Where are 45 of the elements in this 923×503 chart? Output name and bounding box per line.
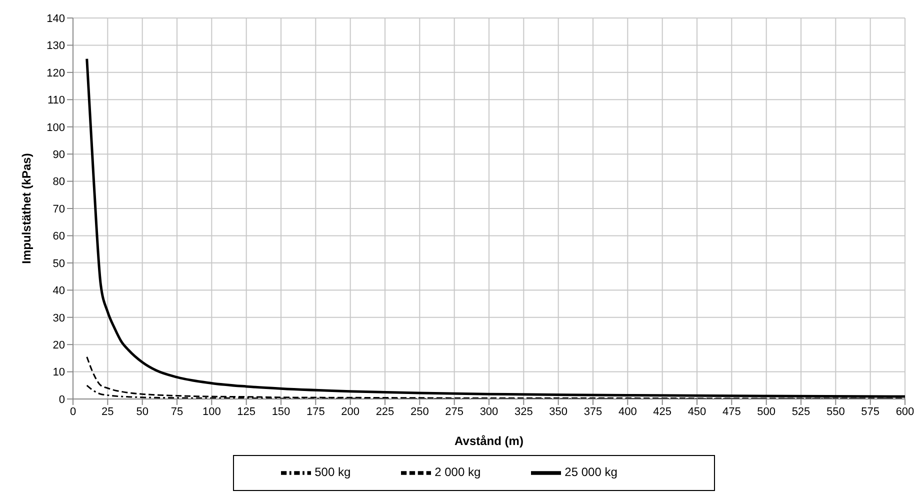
- x-tick-label: 275: [445, 406, 464, 418]
- x-tick-label: 375: [584, 406, 602, 418]
- legend-label: 500 kg: [314, 465, 351, 480]
- x-tick-label: 350: [549, 406, 568, 418]
- x-tick-label: 250: [410, 406, 429, 418]
- x-tick-label: 450: [688, 406, 706, 418]
- y-tick-label: 0: [58, 394, 65, 406]
- x-tick-label: 225: [376, 406, 394, 418]
- y-tick-label: 50: [52, 258, 65, 270]
- x-tick-label: 600: [896, 406, 914, 418]
- x-tick-label: 500: [757, 406, 776, 418]
- x-tick-label: 400: [618, 406, 637, 418]
- x-tick-label: 475: [722, 406, 741, 418]
- x-tick-label: 200: [341, 406, 360, 418]
- y-tick-label: 20: [52, 339, 65, 352]
- legend-label: 2 000 kg: [434, 465, 481, 480]
- x-tick-label: 0: [70, 406, 76, 418]
- y-tick-label: 100: [46, 122, 65, 134]
- x-tick-label: 425: [653, 406, 672, 418]
- x-tick-label: 175: [306, 406, 325, 418]
- y-tick-label: 80: [52, 176, 65, 188]
- legend-label: 25 000 kg: [564, 465, 618, 480]
- y-tick-label: 70: [52, 203, 65, 216]
- x-tick-label: 575: [861, 406, 880, 418]
- x-tick-label: 25: [102, 406, 114, 418]
- y-tick-label: 140: [46, 12, 65, 25]
- x-tick-label: 50: [136, 406, 148, 418]
- y-tick-label: 130: [46, 40, 65, 52]
- y-tick-label: 30: [52, 312, 65, 324]
- x-tick-label: 150: [272, 406, 290, 418]
- y-tick-label: 10: [52, 366, 65, 379]
- x-tick-label: 100: [202, 406, 221, 418]
- y-tick-label: 120: [46, 67, 65, 80]
- y-tick-label: 110: [47, 94, 65, 107]
- y-tick-label: 40: [52, 285, 65, 298]
- y-tick-label: 60: [52, 230, 65, 243]
- x-tick-label: 550: [826, 406, 845, 418]
- x-tick-label: 325: [514, 406, 533, 418]
- x-tick-label: 300: [480, 406, 498, 418]
- x-tick-label: 525: [792, 406, 810, 418]
- y-axis-title: Impulstäthet (kPas): [19, 153, 34, 264]
- x-tick-label: 125: [237, 406, 256, 418]
- x-axis-title: Avstånd (m): [454, 434, 524, 448]
- y-tick-label: 90: [52, 148, 65, 161]
- x-tick-label: 75: [170, 406, 184, 418]
